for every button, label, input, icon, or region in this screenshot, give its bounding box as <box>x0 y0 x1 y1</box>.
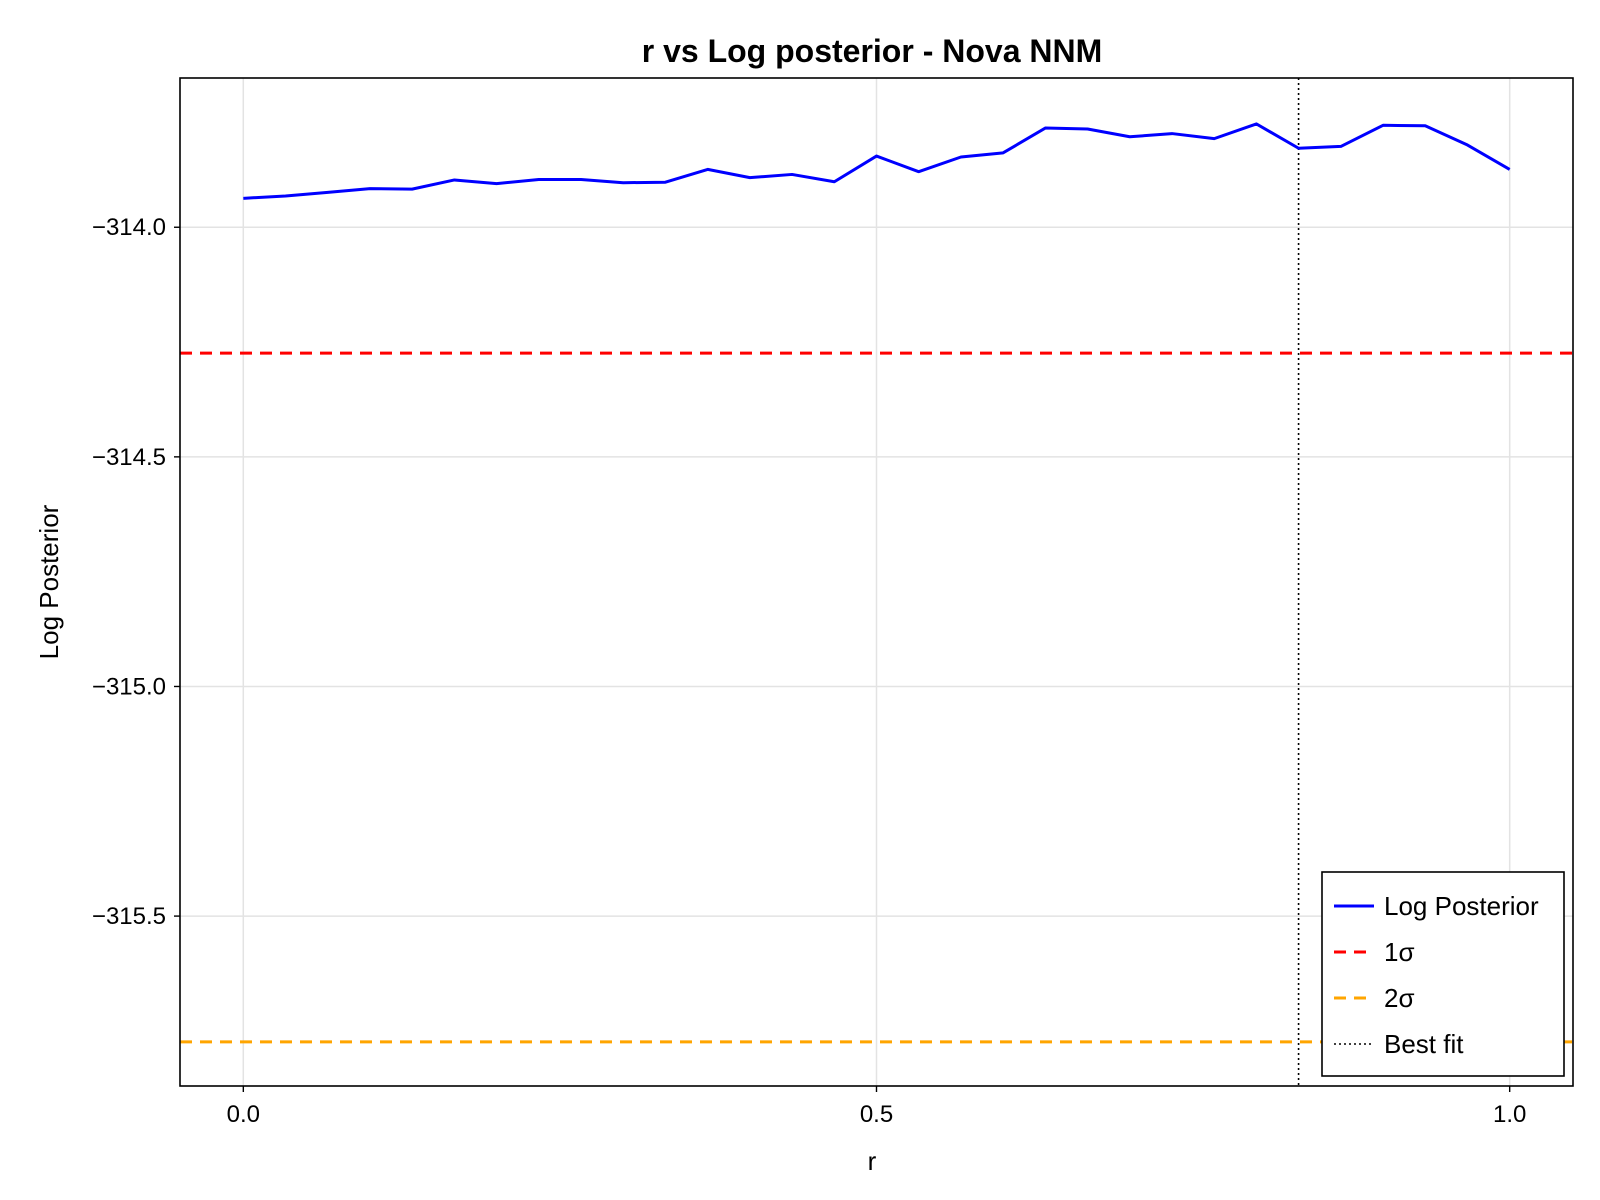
legend: Log Posterior 1σ 2σ Best fit <box>1321 871 1565 1077</box>
y-tick-label: −315.5 <box>92 903 166 930</box>
y-axis-label: Log Posterior <box>34 504 64 659</box>
x-tick-label: 0.0 <box>227 1101 260 1128</box>
series-line-log-posterior <box>243 122 1511 200</box>
x-tick-label: 1.0 <box>1493 1101 1526 1128</box>
x-axis-label: r <box>868 1146 877 1176</box>
legend-label: 2σ <box>1384 983 1415 1013</box>
y-tick-label: −314.5 <box>92 444 166 471</box>
legend-label: 1σ <box>1384 937 1415 967</box>
x-tick-label: 0.5 <box>860 1101 893 1128</box>
legend-label: Log Posterior <box>1384 891 1539 921</box>
grid-lines <box>180 78 1573 1086</box>
y-tick-label: −315.0 <box>92 673 166 700</box>
tick-labels: 0.0 0.5 1.0 −314.0 −314.5 −315.0 −315.5 <box>92 214 1526 1128</box>
y-tick-label: −314.0 <box>92 214 166 241</box>
series-lines <box>243 122 1511 200</box>
axes <box>174 77 1574 1092</box>
legend-label: Best fit <box>1384 1029 1464 1059</box>
chart-title: r vs Log posterior - Nova NNM <box>642 33 1103 69</box>
